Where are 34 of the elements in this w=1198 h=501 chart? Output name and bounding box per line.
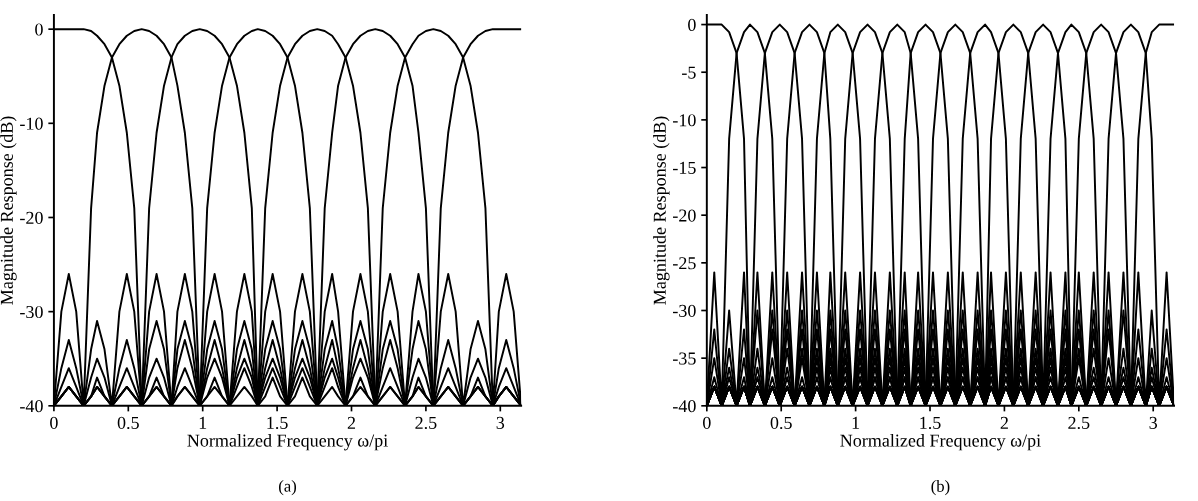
x-tick-label: 3 bbox=[496, 416, 505, 429]
y-tick-label: -10 bbox=[20, 117, 43, 130]
x-tick-label: 1 bbox=[199, 416, 207, 429]
y-tick-label: -30 bbox=[20, 305, 43, 319]
x-tick-label: 2.5 bbox=[1068, 416, 1090, 430]
x-tick-label: 2 bbox=[347, 416, 356, 429]
x-tick-label: 1.5 bbox=[267, 416, 288, 430]
x-tick-label: 0.5 bbox=[117, 416, 139, 430]
y-axis-title: Magnitude Response (dB) bbox=[653, 116, 670, 305]
text: (a) bbox=[279, 480, 297, 496]
y-tick-label: -30 bbox=[673, 304, 696, 317]
x-axis-title: Normalized Frequency ω/pi bbox=[187, 433, 388, 451]
x-axis-title: Normalized Frequency ω/pi bbox=[840, 433, 1041, 451]
y-axis-title: Magnitude Response (dB) bbox=[0, 116, 17, 305]
y-tick-label: 0 bbox=[688, 18, 696, 31]
x-tick-label: 1 bbox=[852, 416, 860, 429]
y-tick-label: -40 bbox=[20, 400, 43, 413]
y-tick-label: -20 bbox=[673, 209, 696, 222]
x-tick-label: 0 bbox=[702, 416, 711, 429]
x-tick-label: 0 bbox=[50, 416, 58, 429]
x-tick-label: 0.5 bbox=[770, 416, 792, 430]
y-tick-label: 0 bbox=[35, 23, 43, 36]
y-tick-label: -10 bbox=[673, 114, 696, 127]
y-tick-label: -20 bbox=[20, 211, 43, 224]
text: (b) bbox=[931, 480, 950, 496]
y-tick-label: -5 bbox=[682, 66, 696, 79]
x-tick-label: 1.5 bbox=[920, 416, 941, 430]
x-tick-label: 2.5 bbox=[415, 416, 437, 430]
y-tick-label: -25 bbox=[673, 257, 696, 270]
y-tick-label: -40 bbox=[673, 400, 696, 413]
y-tick-label: -15 bbox=[673, 161, 696, 174]
x-tick-label: 3 bbox=[1149, 416, 1158, 429]
y-tick-label: -35 bbox=[673, 352, 696, 365]
x-tick-label: 2 bbox=[1000, 416, 1008, 429]
